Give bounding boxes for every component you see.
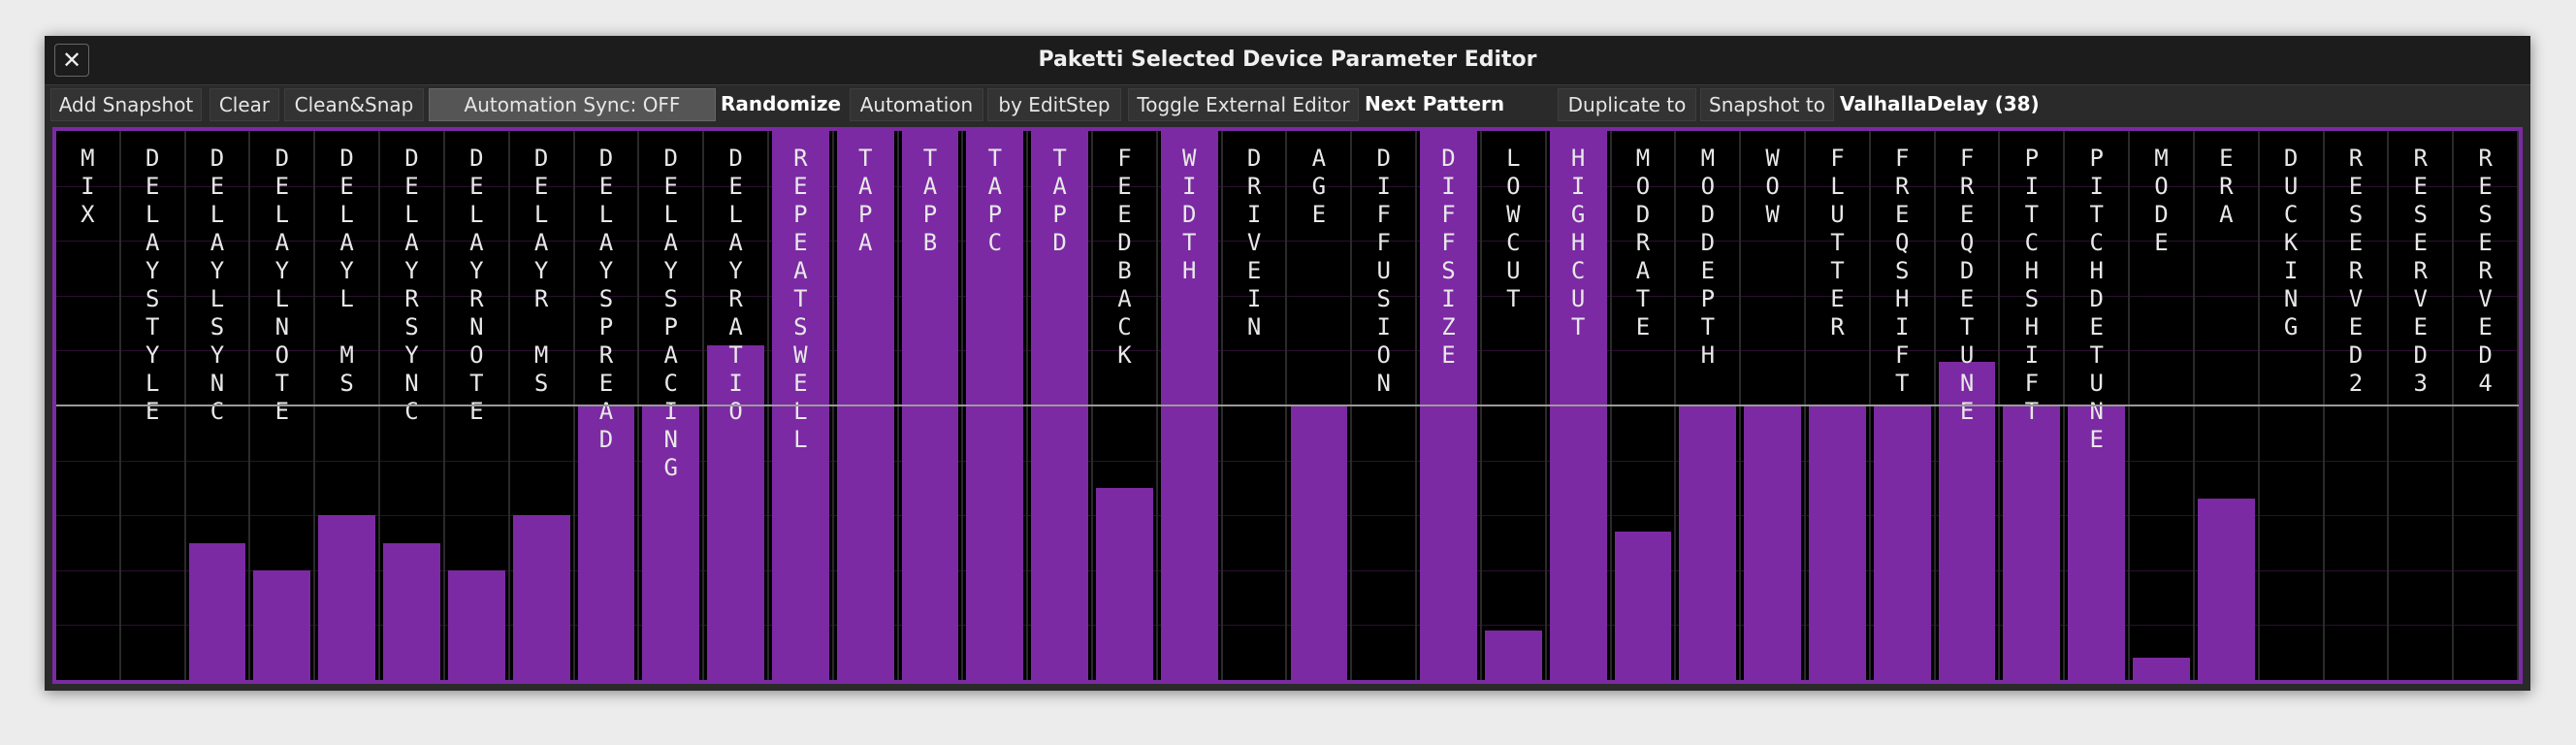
toolbar-button[interactable]: Duplicate to	[1558, 88, 1696, 121]
parameter-name: PITCHDETUNE	[2082, 145, 2110, 454]
parameter-bar	[1096, 487, 1153, 680]
parameter-bar	[512, 515, 570, 680]
grid-line	[56, 241, 2519, 243]
parameter-name: TAPB	[917, 145, 944, 257]
parameter-name: MIX	[74, 145, 102, 229]
parameter-name: WOW	[1758, 145, 1787, 229]
parameter-name: DELAYSTYLE	[139, 145, 167, 426]
parameter-bar	[318, 515, 376, 680]
device-label: ValhallaDelay (38)	[1840, 92, 2040, 115]
parameter-name: AGE	[1304, 145, 1333, 229]
parameter-name: TAPD	[1046, 145, 1074, 257]
parameter-bar	[642, 405, 700, 680]
parameter-column[interactable]: DELAYL MS	[315, 131, 381, 680]
parameter-name: DELAYR MS	[528, 145, 556, 398]
parameter-name: REPEATSWELL	[787, 145, 815, 454]
parameter-name: DELAYSPACING	[657, 145, 685, 482]
parameter-name: LOWCUT	[1499, 145, 1528, 313]
parameter-bar	[707, 344, 764, 680]
grid-line	[56, 185, 2519, 187]
parameter-bar	[1744, 405, 1802, 680]
title-bar: Paketti Selected Device Parameter Editor…	[45, 36, 2530, 85]
parameter-bar	[1938, 361, 1996, 680]
parameter-name: DELAYRSYNC	[398, 145, 426, 426]
parameter-name: MODRATE	[1628, 145, 1657, 341]
toolbar-button[interactable]: Clean&Snap	[284, 88, 424, 121]
parameter-name: DELAYRATIO	[722, 145, 750, 426]
parameter-bar	[1614, 532, 1672, 680]
parameter-column[interactable]: DELAYLSYNC	[186, 131, 251, 680]
parameter-name: FLUTTER	[1823, 145, 1852, 341]
parameter-column[interactable]: FLUTTER	[1806, 131, 1871, 680]
parameter-name: DELAYRNOTE	[463, 145, 491, 426]
parameter-bar	[1290, 405, 1348, 680]
parameter-name: TAPA	[852, 145, 880, 257]
parameter-name: MODDEPTH	[1693, 145, 1722, 370]
toolbar-button[interactable]: by EditStep	[987, 88, 1121, 121]
parameter-name: DELAYL MS	[333, 145, 361, 398]
toolbar-button[interactable]: Add Snapshot	[50, 88, 202, 121]
parameter-bar	[1809, 405, 1866, 680]
parameter-name: RESERVED2	[2341, 145, 2369, 398]
toolbar-button[interactable]: Toggle External Editor	[1128, 88, 1359, 121]
parameter-name: MODE	[2147, 145, 2175, 257]
parameter-graph: MIX DELAYSTYLE DELAYLSYNC DELAYLNOTE DELAYL …	[52, 127, 2523, 684]
grid-line	[56, 569, 2519, 571]
parameter-column[interactable]: LOWCUT	[1482, 131, 1547, 680]
parameter-bar	[1484, 631, 1542, 680]
close-button[interactable]: ✕	[54, 44, 89, 77]
parameter-column[interactable]: PITCHSHIFT	[2000, 131, 2066, 680]
toolbar-button[interactable]: Automation	[850, 88, 983, 121]
parameter-bar	[383, 542, 440, 680]
parameter-name: WIDTH	[1175, 145, 1204, 285]
center-line	[56, 405, 2519, 406]
parameter-column[interactable]: DELAYR MS	[510, 131, 575, 680]
dialog-title: Paketti Selected Device Parameter Editor	[1038, 48, 1537, 72]
parameter-bar	[2197, 499, 2255, 680]
parameter-name: FREQSHIFT	[1888, 145, 1916, 398]
parameter-bar	[253, 569, 311, 680]
parameter-bar	[577, 405, 635, 680]
parameter-bar	[1679, 405, 1737, 680]
grid-line	[56, 295, 2519, 297]
toolbar-action[interactable]: Randomize	[721, 92, 842, 115]
parameter-name: DIFFSIZE	[1434, 145, 1463, 370]
parameter-name: HIGHCUT	[1564, 145, 1593, 341]
toolbar-button[interactable]: Snapshot to	[1700, 88, 1834, 121]
parameter-column[interactable]: DELAYRSYNC	[380, 131, 445, 680]
parameter-name: FREQDETUNE	[1953, 145, 1981, 426]
parameter-column[interactable]: FREQDETUNE	[1936, 131, 2001, 680]
parameter-name: DELAYLNOTE	[268, 145, 296, 426]
dialog: Paketti Selected Device Parameter Editor…	[45, 36, 2530, 691]
parameter-column[interactable]: PITCHDETUNE	[2065, 131, 2131, 680]
parameter-bar	[2068, 405, 2126, 680]
toolbar: Add Snapshot Clear Clean&Snap Automation Sy…	[45, 88, 2530, 121]
grid-line	[56, 515, 2519, 517]
grid-line	[56, 350, 2519, 352]
parameter-name: DUCKING	[2277, 145, 2305, 341]
parameter-bar	[1873, 405, 1931, 680]
parameter-name: TAPC	[981, 145, 1009, 257]
parameter-bar	[447, 569, 505, 680]
parameter-column[interactable]: MODDEPTH	[1676, 131, 1742, 680]
toolbar-button[interactable]: Automation Sync: OFF	[429, 88, 716, 121]
parameter-name: DELAYLSYNC	[204, 145, 232, 426]
parameter-name: DRIVEIN	[1240, 145, 1269, 341]
parameter-bar	[188, 542, 246, 680]
parameter-name: FEEDBACK	[1111, 145, 1139, 370]
parameter-name: RESERVED3	[2406, 145, 2434, 398]
toolbar-action[interactable]: Next Pattern	[1365, 92, 1505, 115]
parameter-name: ERA	[2212, 145, 2240, 229]
toolbar-button[interactable]: Clear	[209, 88, 279, 121]
parameter-bar	[2003, 405, 2061, 680]
parameter-name: DELAYSPREAD	[592, 145, 620, 454]
parameter-name: DIFFUSION	[1369, 145, 1398, 398]
parameter-name: PITCHSHIFT	[2017, 145, 2045, 426]
grid-line	[56, 460, 2519, 462]
parameter-bar	[2133, 658, 2190, 680]
parameter-name: RESERVED4	[2471, 145, 2499, 398]
grid-line	[56, 625, 2519, 627]
parameter-column[interactable]: DELAYLNOTE	[250, 131, 316, 680]
